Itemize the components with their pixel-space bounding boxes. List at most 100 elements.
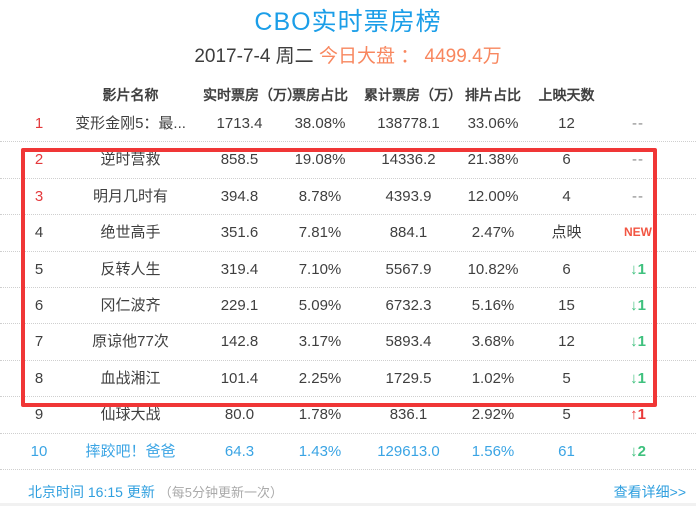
- rank-change-cell: ↓1: [630, 260, 646, 278]
- days-released-cell: 5: [562, 369, 571, 387]
- rank-cell: 10: [30, 442, 48, 460]
- screening-share-cell: 1.02%: [471, 369, 515, 387]
- movie-name-cell[interactable]: 冈仁波齐: [100, 296, 161, 314]
- screening-share-cell: 3.68%: [471, 333, 515, 351]
- movie-name-cell[interactable]: 原谅他77次: [92, 333, 169, 351]
- cumulative-boxoffice-cell: 129613.0: [377, 442, 440, 460]
- rank-change-cell: NEW: [624, 225, 652, 240]
- days-released-cell: 15: [558, 296, 575, 314]
- boxoffice-share-cell: 19.08%: [294, 151, 346, 169]
- table-row[interactable]: 9 仙球大战 80.0 1.78% 836.1 2.92% 5 ↑1: [0, 397, 696, 434]
- movie-name-cell[interactable]: 摔跤吧！爸爸: [85, 442, 176, 460]
- col-change-spacer: [600, 84, 676, 106]
- rank-cell: 6: [34, 296, 44, 314]
- cumulative-boxoffice-cell: 884.1: [389, 224, 428, 242]
- update-note: （每5分钟更新一次）: [158, 484, 283, 500]
- movie-name-cell[interactable]: 明月几时有: [92, 187, 168, 205]
- movie-name-cell[interactable]: 血战湘江: [100, 369, 161, 387]
- screening-share-cell: 21.38%: [467, 151, 519, 169]
- view-detail-link[interactable]: 查看详细>>: [613, 483, 686, 500]
- table-row[interactable]: 1 变形金刚5：最... 1713.4 38.08% 138778.1 33.0…: [0, 106, 696, 143]
- update-time: 北京时间 16:15 更新: [28, 483, 155, 500]
- cumulative-boxoffice-cell: 138778.1: [377, 115, 440, 132]
- realtime-boxoffice-cell: 101.4: [220, 369, 259, 387]
- rank-cell: 3: [34, 187, 44, 205]
- days-released-cell: 61: [558, 442, 575, 460]
- movie-name-cell[interactable]: 绝世高手: [100, 224, 161, 242]
- rank-change-cell: ↓1: [630, 296, 646, 314]
- col-share: 票房占比: [292, 87, 348, 103]
- boxoffice-share-cell: 7.81%: [298, 224, 342, 242]
- rank-cell: 8: [34, 369, 44, 387]
- boxoffice-share-cell: 1.43%: [298, 442, 342, 460]
- realtime-boxoffice-cell: 351.6: [220, 224, 259, 242]
- rank-cell: 4: [34, 224, 44, 242]
- realtime-boxoffice-cell: 858.5: [220, 151, 259, 169]
- rank-change-cell: ↓1: [630, 333, 646, 351]
- rank-change-cell: --: [632, 187, 644, 205]
- cumulative-boxoffice-cell: 4393.9: [385, 187, 432, 205]
- date-label: 2017-7-4 周二: [194, 46, 314, 67]
- realtime-boxoffice-cell: 142.8: [220, 333, 259, 351]
- cumulative-boxoffice-cell: 5567.9: [385, 260, 432, 278]
- boxoffice-share-cell: 1.78%: [298, 406, 342, 424]
- days-released-cell: 12: [558, 115, 575, 132]
- movie-name-cell[interactable]: 变形金刚5：最...: [75, 115, 186, 132]
- boxoffice-share-cell: 7.10%: [298, 260, 342, 278]
- table-row[interactable]: 7 原谅他77次 142.8 3.17% 5893.4 3.68% 12 ↓1: [0, 324, 696, 361]
- boxoffice-share-cell: 8.78%: [298, 187, 342, 205]
- days-released-cell: 6: [562, 151, 571, 169]
- rank-change-cell: ↓2: [630, 442, 646, 460]
- market-total: 今日大盘 ： 4499.4万: [318, 46, 502, 67]
- cumulative-boxoffice-cell: 6732.3: [385, 296, 432, 314]
- boxoffice-share-cell: 5.09%: [298, 296, 342, 314]
- cumulative-boxoffice-cell: 5893.4: [385, 333, 432, 351]
- rank-change-cell: ↑1: [630, 406, 646, 424]
- screening-share-cell: 1.56%: [471, 442, 515, 460]
- movie-name-cell[interactable]: 仙球大战: [100, 406, 161, 424]
- cumulative-boxoffice-cell: 14336.2: [381, 151, 436, 169]
- rank-change-cell: --: [632, 115, 644, 132]
- days-released-cell: 4: [562, 187, 571, 205]
- rank-cell: 2: [34, 151, 44, 169]
- rank-change-cell: --: [632, 151, 644, 169]
- screening-share-cell: 33.06%: [467, 115, 519, 132]
- col-realtime: 实时票房（万）: [203, 87, 301, 103]
- cumulative-boxoffice-cell: 1729.5: [385, 369, 432, 387]
- rank-cell: 9: [34, 406, 44, 424]
- realtime-boxoffice-cell: 394.8: [220, 187, 259, 205]
- realtime-boxoffice-cell: 229.1: [220, 296, 259, 314]
- table-row[interactable]: 5 反转人生 319.4 7.10% 5567.9 10.82% 6 ↓1: [0, 252, 696, 288]
- col-cumulative: 累计票房（万）: [364, 87, 462, 103]
- screening-share-cell: 2.92%: [471, 406, 515, 424]
- screening-share-cell: 2.47%: [471, 224, 515, 242]
- bottom-scrollbar-track: [0, 503, 696, 506]
- table-row[interactable]: 10 摔跤吧！爸爸 64.3 1.43% 129613.0 1.56% 61 ↓…: [0, 434, 696, 470]
- rank-cell: 5: [34, 260, 44, 278]
- col-days: 上映天数: [538, 87, 595, 103]
- days-released-cell: 12: [558, 333, 575, 351]
- cumulative-boxoffice-cell: 836.1: [389, 406, 428, 424]
- table-row[interactable]: 8 血战湘江 101.4 2.25% 1729.5 1.02% 5 ↓1: [0, 361, 696, 398]
- table-row[interactable]: 4 绝世高手 351.6 7.81% 884.1 2.47% 点映 NEW: [0, 215, 696, 252]
- boxoffice-share-cell: 38.08%: [294, 115, 346, 132]
- movie-name-cell[interactable]: 逆时营救: [100, 151, 161, 169]
- table-body: 1 变形金刚5：最... 1713.4 38.08% 138778.1 33.0…: [0, 106, 696, 470]
- col-name: 影片名称: [102, 87, 159, 103]
- days-released-cell: 6: [562, 260, 571, 278]
- days-released-cell: 5: [562, 406, 571, 424]
- rank-cell: 7: [34, 333, 44, 351]
- screening-share-cell: 12.00%: [467, 187, 519, 205]
- realtime-boxoffice-cell: 80.0: [224, 406, 255, 424]
- subtitle: 2017-7-4 周二 今日大盘 ： 4499.4万: [0, 44, 696, 70]
- boxoffice-share-cell: 2.25%: [298, 369, 342, 387]
- table-row[interactable]: 2 逆时营救 858.5 19.08% 14336.2 21.38% 6 --: [0, 142, 696, 179]
- page-title: CBO实时票房榜: [254, 8, 442, 36]
- col-rank-spacer: [20, 84, 58, 106]
- movie-name-cell[interactable]: 反转人生: [100, 260, 161, 278]
- rank-cell: 1: [34, 115, 44, 132]
- table-row[interactable]: 3 明月几时有 394.8 8.78% 4393.9 12.00% 4 --: [0, 179, 696, 216]
- realtime-boxoffice-cell: 1713.4: [216, 115, 263, 132]
- table-row[interactable]: 6 冈仁波齐 229.1 5.09% 6732.3 5.16% 15 ↓1: [0, 288, 696, 325]
